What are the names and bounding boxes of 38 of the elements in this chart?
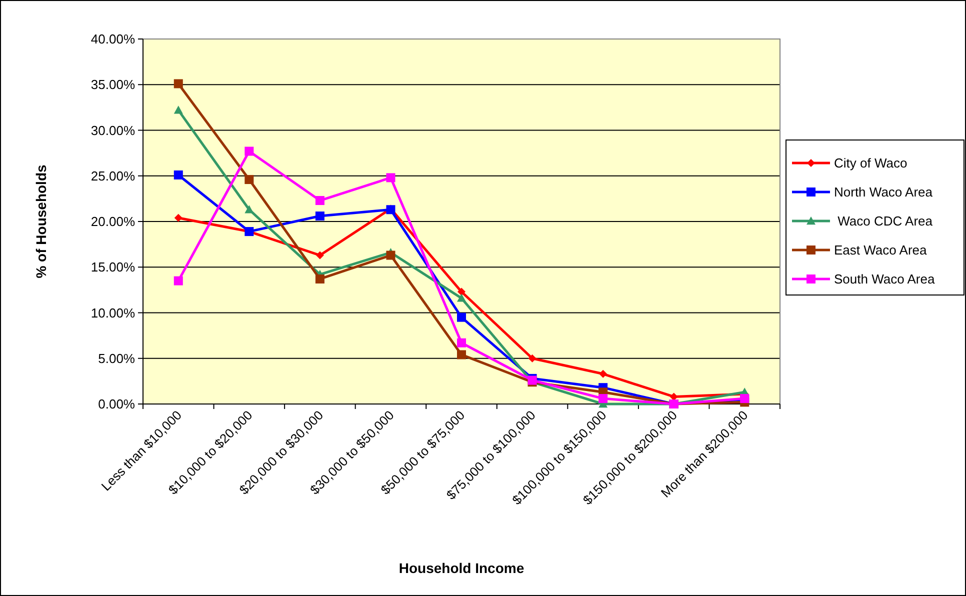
point bbox=[386, 250, 396, 260]
legend-label: South Waco Area bbox=[834, 272, 936, 287]
legend-label: East Waco Area bbox=[834, 242, 928, 258]
point bbox=[174, 276, 183, 286]
point bbox=[457, 312, 466, 322]
y-axis-title: % of Households bbox=[33, 164, 49, 278]
point bbox=[457, 350, 466, 360]
point bbox=[457, 338, 466, 348]
point bbox=[457, 294, 466, 302]
point bbox=[599, 370, 608, 378]
y-tick-label: 25.00% bbox=[90, 168, 136, 184]
point bbox=[315, 274, 324, 284]
y-tick-label: 5.00% bbox=[98, 350, 136, 366]
y-tick-label: 15.00% bbox=[90, 260, 136, 275]
x-axis-title: Household Income bbox=[398, 560, 524, 576]
point bbox=[598, 394, 608, 404]
y-tick-label: 20.00% bbox=[90, 214, 136, 230]
y-tick-label: 30.00% bbox=[90, 122, 136, 138]
point bbox=[244, 175, 254, 184]
point bbox=[174, 106, 183, 114]
point bbox=[458, 288, 466, 296]
y-tick-label: 35.00% bbox=[90, 77, 136, 92]
y-tick-label: 10.00% bbox=[90, 305, 136, 320]
legend-label: Waco CDC Area bbox=[834, 214, 934, 229]
legend-label: City of Waco bbox=[834, 156, 908, 171]
point bbox=[315, 212, 324, 221]
point bbox=[315, 196, 324, 206]
point bbox=[316, 251, 324, 260]
y-tick-label: 0.00% bbox=[98, 396, 136, 412]
legend-label: North Waco Area bbox=[834, 184, 934, 200]
point bbox=[244, 146, 254, 156]
point bbox=[174, 170, 183, 180]
point bbox=[386, 173, 396, 182]
point bbox=[174, 79, 183, 88]
point bbox=[528, 354, 536, 362]
y-tick-label: 40.00% bbox=[90, 32, 136, 47]
point bbox=[244, 205, 254, 214]
point bbox=[174, 214, 182, 222]
